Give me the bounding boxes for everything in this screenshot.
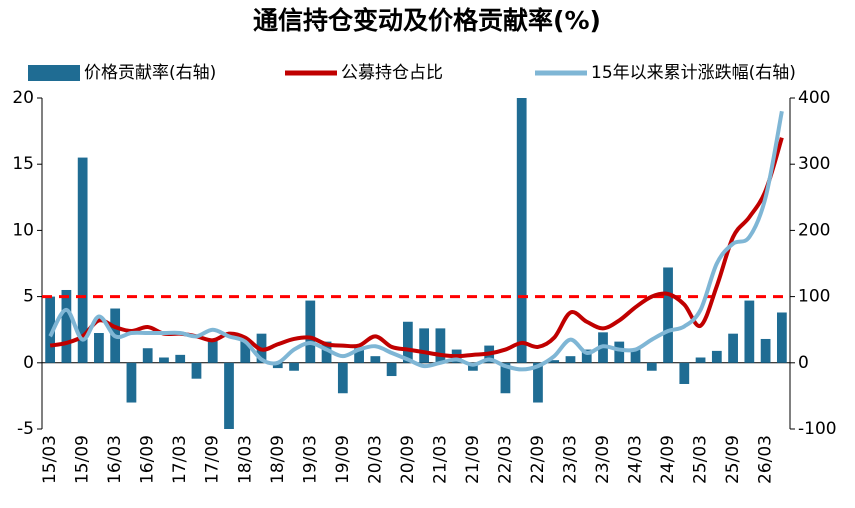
bar — [337, 362, 348, 394]
bar — [142, 348, 153, 363]
x-tick-label: 21/03 — [430, 435, 450, 484]
x-tick-label: 26/03 — [756, 435, 776, 484]
bar — [207, 338, 218, 363]
bar — [402, 321, 413, 363]
x-tick-label: 23/03 — [560, 435, 580, 484]
bar — [695, 357, 706, 363]
bar — [321, 341, 332, 363]
x-tick-label: 19/09 — [333, 435, 353, 484]
x-tick-label: 24/09 — [658, 435, 678, 484]
y2-tick-label: 200 — [798, 220, 830, 240]
bar — [549, 360, 560, 363]
bar — [663, 267, 673, 363]
bar — [77, 157, 88, 363]
bar — [435, 328, 446, 363]
bar — [272, 362, 283, 369]
bar — [191, 362, 202, 379]
bar — [630, 349, 641, 363]
x-tick-label: 24/03 — [626, 435, 646, 484]
bar — [354, 348, 364, 363]
x-tick-label: 18/09 — [268, 435, 288, 484]
y-tick-label: 20 — [12, 88, 34, 108]
bar — [240, 340, 251, 363]
bar — [760, 338, 771, 363]
y2-tick-label: 0 — [798, 353, 809, 373]
bar — [61, 289, 72, 363]
bar — [565, 356, 576, 363]
bar — [126, 362, 137, 403]
y2-tick-label: 300 — [798, 154, 830, 174]
bar — [159, 357, 169, 363]
bar — [679, 362, 690, 384]
bar — [289, 362, 299, 371]
bar — [175, 354, 186, 363]
x-tick-label: 15/03 — [40, 435, 60, 484]
bar — [500, 362, 511, 394]
bar — [744, 300, 755, 363]
bar — [646, 362, 657, 371]
y2-tick-label: 100 — [798, 287, 830, 307]
y2-tick-label: 400 — [798, 88, 830, 108]
legend-label: 15年以来累计涨跌幅(右轴) — [591, 63, 796, 83]
line — [48, 110, 784, 372]
y-tick-label: 10 — [12, 220, 34, 240]
bar — [728, 333, 738, 363]
y2-tick-label: -100 — [798, 419, 837, 439]
y-tick-label: 5 — [23, 287, 34, 307]
bar — [370, 356, 381, 363]
x-tick-label: 20/03 — [365, 435, 385, 484]
x-tick-label: 20/09 — [398, 435, 418, 484]
bar — [581, 349, 592, 363]
y-tick-label: 15 — [12, 154, 34, 174]
legend-label: 公募持仓占比 — [341, 63, 443, 83]
y-tick-label: 0 — [23, 353, 34, 373]
x-tick-label: 17/09 — [203, 435, 223, 484]
x-tick-label: 15/09 — [73, 435, 93, 484]
chart-title: 通信持仓变动及价格贡献率(%) — [253, 6, 601, 35]
bar — [386, 362, 397, 377]
y-tick-label: -5 — [17, 419, 34, 439]
x-tick-label: 25/03 — [691, 435, 711, 484]
bar — [94, 333, 104, 363]
x-tick-label: 18/03 — [235, 435, 255, 484]
legend-swatch — [28, 65, 80, 81]
bar — [516, 98, 527, 363]
bar — [776, 312, 787, 363]
x-tick-label: 23/09 — [593, 435, 613, 484]
x-tick-label: 19/03 — [300, 435, 320, 484]
bar — [533, 362, 543, 403]
x-tick-label: 16/03 — [105, 435, 125, 484]
bar — [45, 296, 56, 363]
bar — [614, 341, 625, 363]
bar — [419, 328, 430, 363]
legend-label: 价格贡献率(右轴) — [84, 63, 216, 83]
x-tick-label: 16/09 — [138, 435, 158, 484]
bar — [711, 350, 722, 363]
x-tick-label: 22/09 — [528, 435, 548, 484]
x-tick-label: 17/03 — [170, 435, 190, 484]
x-tick-label: 25/09 — [723, 435, 743, 484]
x-tick-label: 21/09 — [463, 435, 483, 484]
bar — [305, 300, 316, 363]
x-tick-label: 22/03 — [495, 435, 515, 484]
bar — [224, 362, 234, 429]
